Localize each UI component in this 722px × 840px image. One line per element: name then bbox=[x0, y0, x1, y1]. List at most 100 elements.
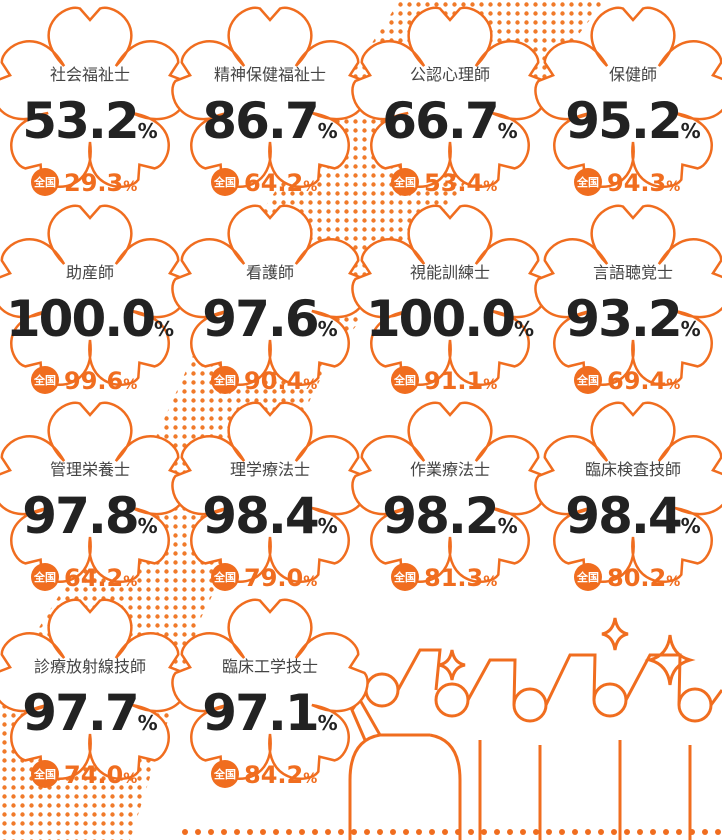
dot bbox=[416, 829, 422, 835]
pass-rate-unit: % bbox=[681, 317, 701, 341]
dot bbox=[273, 829, 279, 835]
pass-rate-value: 98.4 bbox=[565, 487, 681, 545]
national-rate-unit: % bbox=[666, 179, 680, 195]
dot bbox=[637, 829, 643, 835]
pass-rate-value: 97.7 bbox=[22, 684, 137, 742]
pass-rate: 97.6% bbox=[202, 290, 337, 348]
pass-rate-value: 97.1 bbox=[202, 684, 317, 742]
national-rate-unit: % bbox=[483, 179, 497, 195]
pass-rate-unit: % bbox=[318, 119, 338, 143]
pass-rate-value: 86.7 bbox=[202, 92, 317, 150]
pass-rate-unit: % bbox=[514, 317, 534, 341]
dot bbox=[234, 829, 240, 835]
pass-rate: 98.4% bbox=[202, 487, 337, 545]
pass-rate-unit: % bbox=[498, 514, 518, 538]
national-rate-unit: % bbox=[303, 179, 317, 195]
qualification-name: 臨床検査技師 bbox=[585, 460, 681, 479]
pass-rate: 98.2% bbox=[382, 487, 517, 545]
pass-rate: 66.7% bbox=[382, 92, 517, 150]
pass-rate: 95.2% bbox=[565, 92, 700, 150]
dot bbox=[624, 829, 630, 835]
dot bbox=[494, 829, 500, 835]
national-label: 全国 bbox=[33, 767, 56, 781]
dot bbox=[364, 829, 370, 835]
dot bbox=[351, 829, 357, 835]
dot bbox=[403, 829, 409, 835]
national-rate-value: 91.1 bbox=[424, 367, 483, 395]
national-rate-value: 84.2 bbox=[244, 761, 303, 789]
national-rate-unit: % bbox=[483, 377, 497, 393]
cell: 言語聴覚士93.2%全国69.4% bbox=[535, 206, 722, 395]
pass-rate-unit: % bbox=[318, 711, 338, 735]
qualification-name: 精神保健福祉士 bbox=[214, 65, 326, 84]
dot bbox=[650, 829, 656, 835]
qualification-name: 社会福祉士 bbox=[50, 65, 130, 84]
qualification-name: 臨床工学技士 bbox=[222, 657, 318, 676]
national-label: 全国 bbox=[393, 373, 416, 387]
dot bbox=[377, 829, 383, 835]
dot bbox=[455, 829, 461, 835]
dot bbox=[260, 829, 266, 835]
dot bbox=[507, 829, 513, 835]
national-label: 全国 bbox=[213, 373, 236, 387]
cell: 作業療法士98.2%全国81.3% bbox=[352, 403, 547, 592]
pass-rate-value: 98.4 bbox=[202, 487, 318, 545]
national-rate-value: 94.3 bbox=[607, 169, 666, 197]
national-rate-value: 81.3 bbox=[424, 564, 483, 592]
national-rate-value: 64.2 bbox=[244, 169, 303, 197]
dot bbox=[338, 829, 344, 835]
dot bbox=[312, 829, 318, 835]
pass-rate-value: 97.8 bbox=[22, 487, 137, 545]
dot bbox=[533, 829, 539, 835]
cell: 臨床工学技士97.1%全国84.2% bbox=[172, 600, 367, 789]
dot bbox=[689, 829, 695, 835]
pass-rate-unit: % bbox=[154, 317, 174, 341]
national-rate-value: 69.4 bbox=[607, 367, 666, 395]
qualification-name: 理学療法士 bbox=[230, 460, 310, 479]
qualification-name: 公認心理師 bbox=[410, 65, 490, 84]
national-label: 全国 bbox=[33, 373, 56, 387]
pass-rate-value: 66.7 bbox=[382, 92, 497, 150]
dot bbox=[546, 829, 552, 835]
pass-rate-unit: % bbox=[138, 514, 158, 538]
national-rate-unit: % bbox=[483, 574, 497, 590]
national-rate-unit: % bbox=[303, 377, 317, 393]
pass-rate-value: 100.0 bbox=[366, 290, 514, 348]
national-rate-value: 79.0 bbox=[244, 564, 303, 592]
pass-rate-value: 97.6 bbox=[202, 290, 318, 348]
national-rate-unit: % bbox=[123, 377, 137, 393]
dot bbox=[481, 829, 487, 835]
cell: 社会福祉士53.2%全国29.3% bbox=[0, 8, 188, 197]
national-label: 全国 bbox=[33, 570, 56, 584]
national-label: 全国 bbox=[393, 570, 416, 584]
pass-rate: 100.0% bbox=[366, 290, 534, 348]
qualification-name: 看護師 bbox=[246, 263, 294, 282]
national-rate-value: 74.0 bbox=[64, 761, 123, 789]
pass-rate: 86.7% bbox=[202, 92, 337, 150]
dot bbox=[286, 829, 292, 835]
pass-rate-unit: % bbox=[681, 119, 701, 143]
national-rate-value: 64.2 bbox=[64, 564, 123, 592]
national-label: 全国 bbox=[213, 175, 236, 189]
national-rate-value: 80.2 bbox=[607, 564, 666, 592]
infographic: 社会福祉士53.2%全国29.3% 精神保健福祉士 86.7% 全国 64.2% 公認心理… bbox=[0, 0, 722, 840]
national-rate-unit: % bbox=[303, 771, 317, 787]
national-rate-value: 90.4 bbox=[244, 367, 303, 395]
dot bbox=[429, 829, 435, 835]
people-illustration bbox=[350, 618, 722, 840]
pass-rate-unit: % bbox=[681, 514, 701, 538]
dot bbox=[702, 829, 708, 835]
pass-rate: 98.4% bbox=[565, 487, 700, 545]
pass-rate-value: 93.2 bbox=[565, 290, 680, 348]
dot bbox=[715, 829, 721, 835]
national-rate-unit: % bbox=[123, 179, 137, 195]
dot bbox=[325, 829, 331, 835]
qualification-name: 保健師 bbox=[609, 65, 657, 84]
dot bbox=[221, 829, 227, 835]
pass-rate-unit: % bbox=[498, 119, 518, 143]
national-rate-value: 53.4 bbox=[424, 169, 483, 197]
pass-rate-unit: % bbox=[138, 119, 158, 143]
dot bbox=[195, 829, 201, 835]
pass-rate-unit: % bbox=[318, 317, 338, 341]
